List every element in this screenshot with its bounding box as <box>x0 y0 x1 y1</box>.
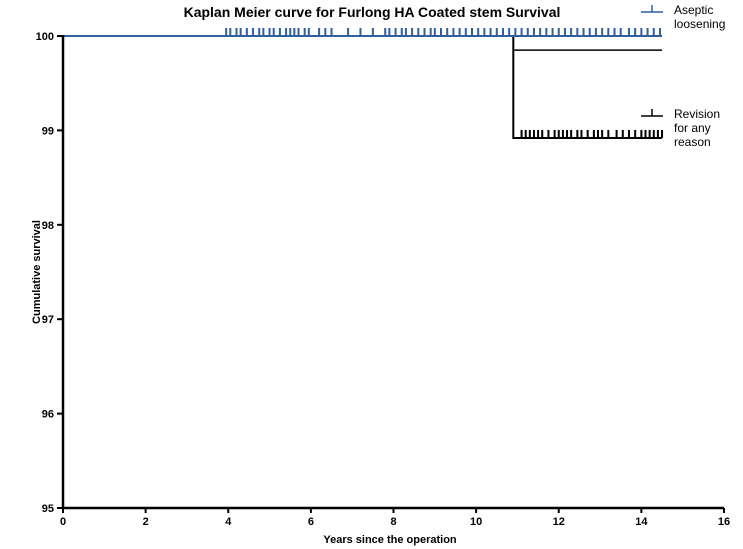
legend: Aseptic loosening Revision for any reason <box>641 3 725 149</box>
legend-item: Revision for any reason <box>641 107 720 149</box>
chart-title: Kaplan Meier curve for Furlong HA Coated… <box>184 4 561 20</box>
x-tick-label: 0 <box>60 516 66 528</box>
x-axis-label: Years since the operation <box>323 534 457 546</box>
y-tick-label: 100 <box>36 31 54 43</box>
y-tick-label: 98 <box>42 220 54 232</box>
x-tick-label: 6 <box>308 516 314 528</box>
plot-area <box>63 28 664 139</box>
y-tick-label: 97 <box>42 314 54 326</box>
legend-label: Revision for any reason <box>674 107 720 149</box>
legend-item: Aseptic loosening <box>641 3 725 31</box>
x-tick-label: 12 <box>553 516 565 528</box>
series-aseptic-loosening <box>63 28 663 37</box>
y-tick-label: 95 <box>42 503 54 515</box>
y-axis-label: Cumulative survival <box>31 220 43 324</box>
y-tick-label: 96 <box>42 409 54 421</box>
x-tick-label: 2 <box>143 516 149 528</box>
series-revision-any-reason <box>63 35 664 139</box>
x-tick-label: 4 <box>225 516 232 528</box>
x-tick-label: 10 <box>470 516 482 528</box>
survival-curve <box>63 35 663 139</box>
x-tick-label: 8 <box>390 516 396 528</box>
x-tick-label: 16 <box>718 516 730 528</box>
x-tick-label: 14 <box>635 516 648 528</box>
y-tick-label: 99 <box>42 125 54 137</box>
axes: 0 2 4 6 8 10 12 14 16 95 96 97 98 99 100 <box>36 31 730 528</box>
legend-label: Aseptic loosening <box>674 3 725 31</box>
